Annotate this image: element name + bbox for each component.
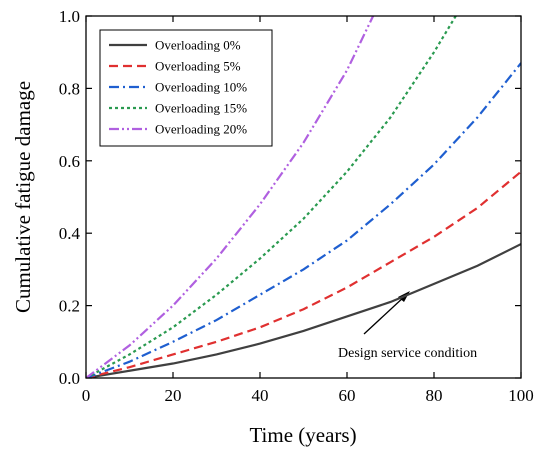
series-line [86, 62, 521, 378]
x-tick-label: 0 [82, 386, 91, 405]
x-tick-label: 20 [165, 386, 182, 405]
series-line [86, 243, 521, 378]
annotation-arrow [363, 295, 406, 335]
annotation: Design service condition [338, 346, 477, 361]
y-tick-label: 0.0 [59, 369, 80, 388]
legend-label: Overloading 20% [155, 122, 247, 137]
y-tick-label: 0.8 [59, 79, 80, 98]
x-tick-label: 40 [252, 386, 269, 405]
plot-lines [86, 16, 521, 378]
plot-frame [85, 15, 522, 379]
y-tick-label: 0.6 [59, 152, 80, 171]
legend-label: Overloading 15% [155, 101, 247, 116]
series-line [86, 16, 375, 378]
legend-label: Overloading 5% [155, 59, 241, 74]
y-tick-label: 0.2 [59, 297, 80, 316]
series-line [86, 170, 521, 378]
y-tick-label: 1.0 [59, 7, 80, 26]
y-tick-label: 0.4 [59, 224, 81, 243]
x-axis-label: Time (years) [249, 423, 356, 447]
legend-label: Overloading 0% [155, 38, 241, 53]
legend-label: Overloading 10% [155, 80, 247, 95]
y-axis-label: Cumulative fatigue damage [11, 81, 35, 313]
x-tick-label: 100 [508, 386, 534, 405]
series-line [86, 16, 457, 378]
legend-box [99, 29, 273, 147]
x-tick-label: 60 [339, 386, 356, 405]
x-tick-label: 80 [426, 386, 443, 405]
